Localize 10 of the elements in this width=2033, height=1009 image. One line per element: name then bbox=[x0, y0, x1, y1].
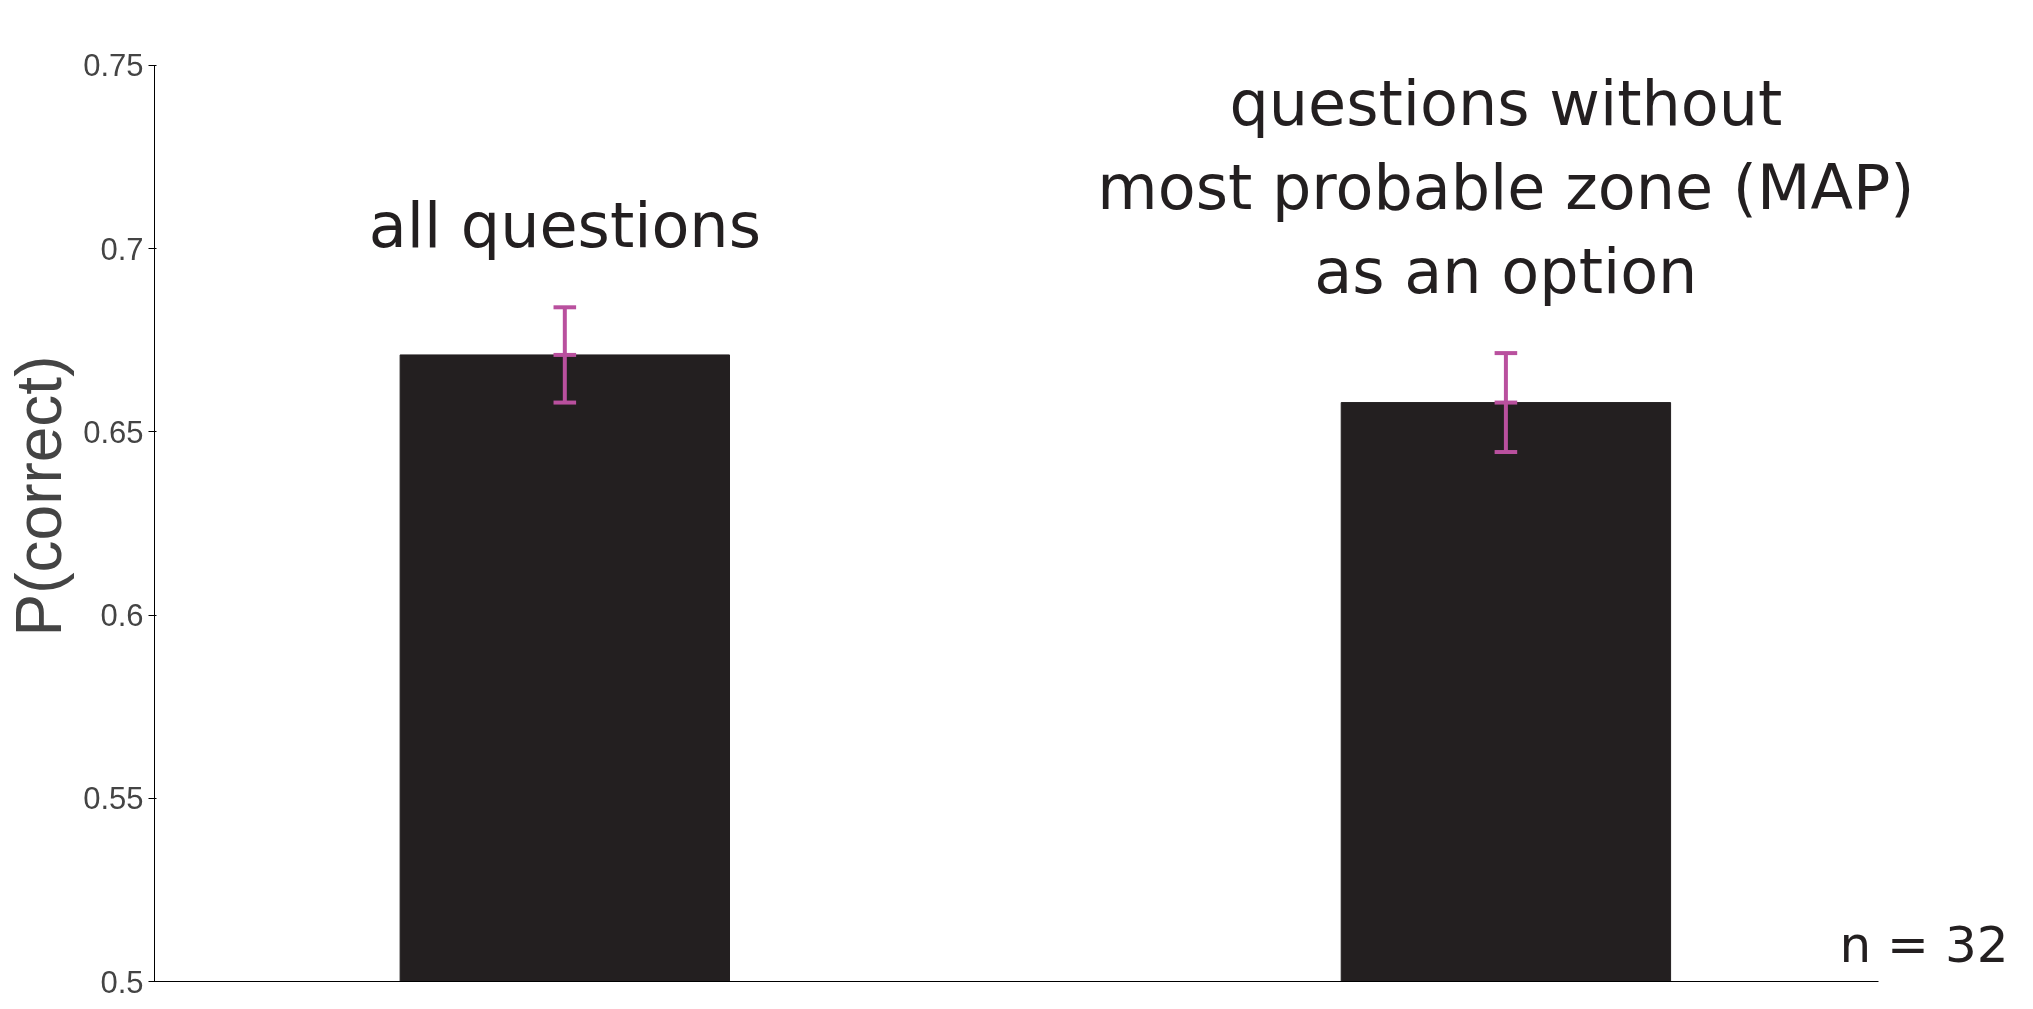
y-tick-label: 0.5 bbox=[100, 964, 144, 1000]
y-axis-title: P(correct) bbox=[3, 355, 76, 637]
y-tick-label: 0.75 bbox=[83, 48, 144, 84]
x-tick-label: all questions bbox=[368, 189, 761, 263]
annotation: n = 32 bbox=[1839, 915, 2009, 974]
y-tick-label: 0.55 bbox=[83, 781, 144, 817]
y-tick-label: 0.65 bbox=[83, 414, 144, 450]
y-tick-label: 0.7 bbox=[100, 231, 144, 267]
y-tick-label: 0.6 bbox=[100, 598, 144, 634]
x-tick-label: questions without most probable zone (MAP) as an option bbox=[1097, 67, 1915, 309]
